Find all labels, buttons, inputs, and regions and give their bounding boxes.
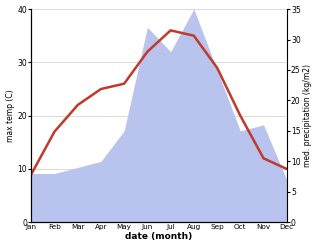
- X-axis label: date (month): date (month): [125, 232, 193, 242]
- Y-axis label: med. precipitation (kg/m2): med. precipitation (kg/m2): [303, 64, 313, 167]
- Y-axis label: max temp (C): max temp (C): [5, 89, 15, 142]
